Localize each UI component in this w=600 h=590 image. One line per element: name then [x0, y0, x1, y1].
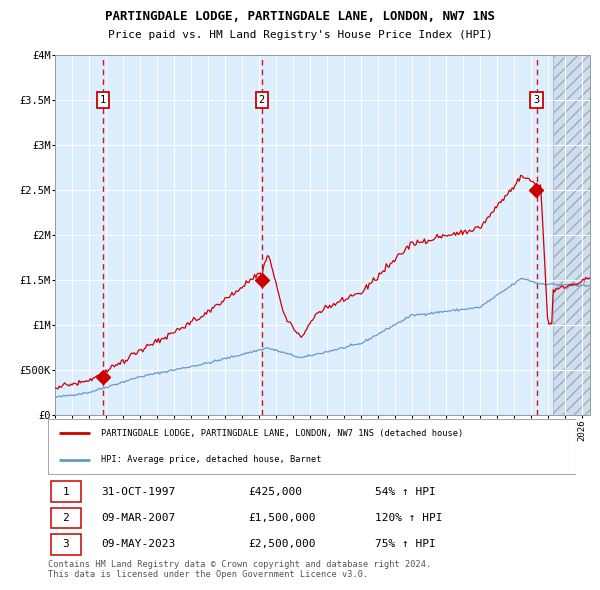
Text: 1: 1	[100, 95, 106, 105]
FancyBboxPatch shape	[48, 419, 576, 474]
Text: 09-MAR-2007: 09-MAR-2007	[101, 513, 175, 523]
Text: 2: 2	[62, 513, 70, 523]
Text: PARTINGDALE LODGE, PARTINGDALE LANE, LONDON, NW7 1NS: PARTINGDALE LODGE, PARTINGDALE LANE, LON…	[105, 10, 495, 23]
Text: Price paid vs. HM Land Registry's House Price Index (HPI): Price paid vs. HM Land Registry's House …	[107, 30, 493, 40]
Text: 75% ↑ HPI: 75% ↑ HPI	[376, 539, 436, 549]
Text: PARTINGDALE LODGE, PARTINGDALE LANE, LONDON, NW7 1NS (detached house): PARTINGDALE LODGE, PARTINGDALE LANE, LON…	[101, 429, 463, 438]
FancyBboxPatch shape	[50, 507, 81, 529]
Text: 31-OCT-1997: 31-OCT-1997	[101, 487, 175, 497]
Text: 1: 1	[62, 487, 70, 497]
Text: 54% ↑ HPI: 54% ↑ HPI	[376, 487, 436, 497]
Text: Contains HM Land Registry data © Crown copyright and database right 2024.
This d: Contains HM Land Registry data © Crown c…	[48, 560, 431, 579]
Text: 3: 3	[62, 539, 70, 549]
FancyBboxPatch shape	[50, 481, 81, 502]
Text: £425,000: £425,000	[248, 487, 302, 497]
Text: £1,500,000: £1,500,000	[248, 513, 316, 523]
Text: £2,500,000: £2,500,000	[248, 539, 316, 549]
Text: 120% ↑ HPI: 120% ↑ HPI	[376, 513, 443, 523]
Text: 09-MAY-2023: 09-MAY-2023	[101, 539, 175, 549]
Text: 2: 2	[259, 95, 265, 105]
Bar	[553, 55, 590, 415]
FancyBboxPatch shape	[50, 534, 81, 555]
Text: 3: 3	[533, 95, 539, 105]
Text: HPI: Average price, detached house, Barnet: HPI: Average price, detached house, Barn…	[101, 455, 322, 464]
